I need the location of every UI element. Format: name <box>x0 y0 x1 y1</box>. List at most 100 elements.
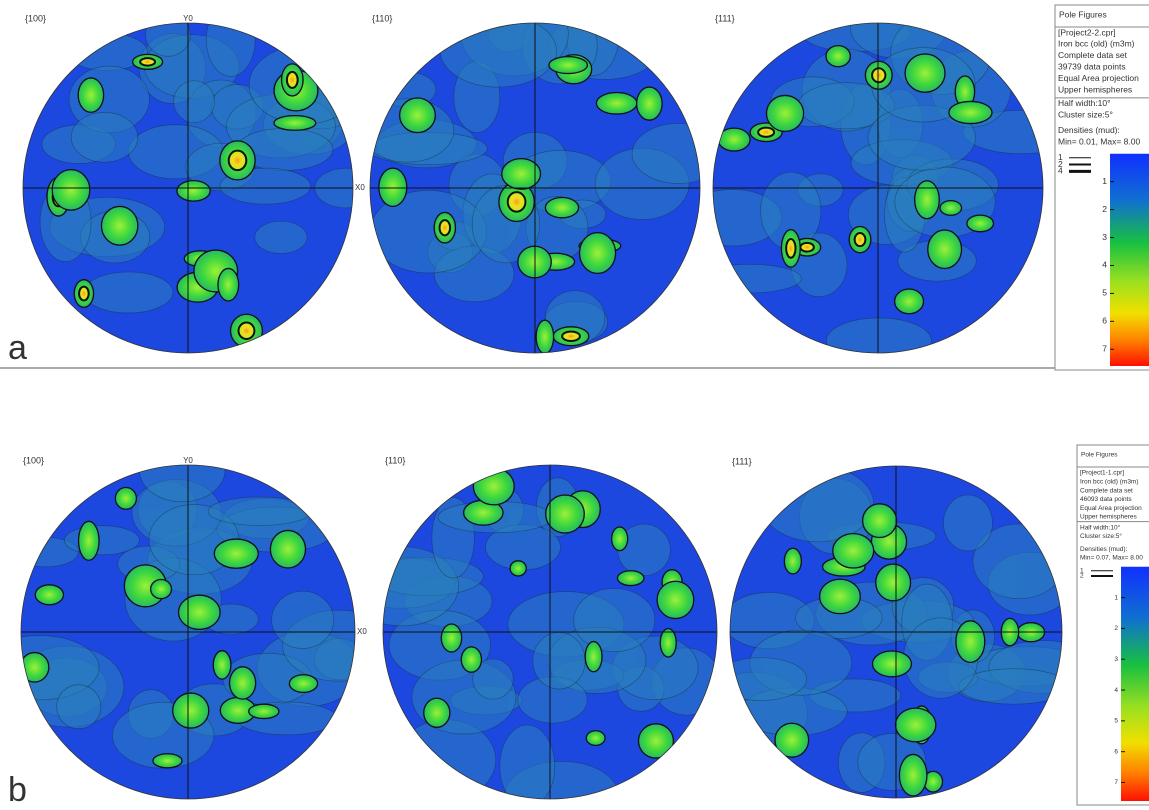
pole-figure-rim <box>729 465 1063 799</box>
peak-zone <box>785 237 797 259</box>
peak-zone <box>237 321 256 341</box>
high-density-zone <box>544 196 580 219</box>
colorbar-tick-label: 5 <box>1114 718 1118 725</box>
high-density-zone <box>100 205 139 246</box>
background-zone <box>532 632 586 690</box>
legend-info: [Project1-1.cpr] <box>1080 470 1124 477</box>
colorbar <box>1121 566 1149 801</box>
high-density-zone <box>783 547 802 575</box>
high-density-zone <box>51 168 91 211</box>
peak-zone <box>139 57 157 67</box>
high-density-zone <box>578 231 617 275</box>
background-zone <box>825 317 932 353</box>
high-density-zone <box>548 55 589 75</box>
axis-label: Y0 <box>183 14 193 23</box>
high-density-zone <box>378 167 408 208</box>
high-density-zone <box>948 100 993 125</box>
background-zone <box>271 590 335 649</box>
high-density-zone <box>228 666 257 700</box>
background-zone <box>958 668 1062 705</box>
colorbar-tick-label: 4 <box>1114 687 1118 694</box>
pole-figure-rim <box>382 464 718 800</box>
high-density-zone <box>34 584 65 606</box>
contour-level: 4 <box>1058 166 1063 176</box>
legend-info: 39739 data points <box>1058 62 1126 72</box>
background-zone <box>760 466 875 543</box>
high-density-zone <box>398 97 436 134</box>
high-density-zone <box>77 520 100 561</box>
high-density-zone <box>637 723 675 759</box>
pole-figure-density <box>39 23 353 348</box>
high-density-zone <box>21 651 50 683</box>
legend-info: Equal Area projection <box>1080 505 1142 512</box>
high-density-zone <box>472 467 515 506</box>
contour-level: 2 <box>1080 573 1084 580</box>
figure-title: {111} <box>715 13 735 23</box>
high-density-zone <box>871 650 913 678</box>
axis-label: X0 <box>355 183 365 192</box>
colorbar-tick-label: 6 <box>1114 748 1118 755</box>
colorbar-tick-label: 2 <box>1114 625 1118 632</box>
colorbar-tick-label: 3 <box>1102 232 1107 242</box>
high-density-zone <box>423 697 451 728</box>
high-density-zone <box>269 529 307 569</box>
figure-title: {111} <box>732 456 752 466</box>
legend-info: Equal Area projection <box>1058 73 1139 83</box>
high-density-zone <box>825 44 851 68</box>
high-density-zone <box>610 526 629 552</box>
legend-setting: Densities (mud): <box>1058 125 1120 135</box>
legend-setting: Cluster size:5° <box>1058 110 1113 120</box>
peak-zone <box>871 67 887 84</box>
contour-level: 1 <box>1080 567 1084 574</box>
high-density-zone <box>765 94 805 133</box>
high-density-zone <box>172 692 210 729</box>
colorbar-tick-label: 7 <box>1102 343 1107 353</box>
legend-setting: Min= 0.01, Max= 8.00 <box>1058 137 1140 147</box>
high-density-zone <box>904 53 946 93</box>
high-density-zone <box>875 563 912 602</box>
pole-figure-density <box>370 23 700 353</box>
peak-zone <box>78 285 90 302</box>
legend-info: Complete data set <box>1058 50 1128 60</box>
colorbar-tick-label: 7 <box>1114 779 1118 786</box>
high-density-zone <box>509 560 527 577</box>
panel-label: a <box>8 329 27 367</box>
background-zone <box>472 658 514 700</box>
peak-zone <box>506 191 527 213</box>
high-density-zone <box>966 214 995 233</box>
pole-figure-rim <box>22 22 354 354</box>
pole-figure-rim <box>712 22 1044 354</box>
high-density-zone <box>616 570 645 587</box>
legend-setting: Half width:10° <box>1058 98 1111 108</box>
colorbar-tick-label: 5 <box>1102 288 1107 298</box>
legend-setting: Densities (mud): <box>1080 546 1128 553</box>
background-zone <box>139 465 226 503</box>
colorbar-tick-label: 4 <box>1102 260 1107 270</box>
high-density-zone <box>273 115 317 131</box>
high-density-zone <box>894 707 937 743</box>
high-density-zone <box>213 538 259 569</box>
peak-zone <box>853 232 867 248</box>
colorbar-tick-label: 2 <box>1102 204 1107 214</box>
legend-title: Pole Figures <box>1059 9 1107 19</box>
high-density-zone <box>659 627 677 658</box>
background-zone <box>254 220 308 254</box>
legend-info: Upper hemispheres <box>1058 85 1132 95</box>
background-zone <box>713 263 802 294</box>
high-density-zone <box>177 594 221 631</box>
legend-setting: Cluster size:5° <box>1080 532 1122 540</box>
high-density-zone <box>914 180 940 220</box>
high-density-zone <box>595 91 638 115</box>
background-zone <box>83 271 174 314</box>
high-density-zone <box>774 722 810 758</box>
legend-info: Iron bcc (old) (m3m) <box>1058 39 1135 49</box>
panel-label: b <box>8 771 27 809</box>
high-density-zone <box>832 532 875 569</box>
pole-figure-rim <box>20 464 356 800</box>
background-zone <box>499 724 556 799</box>
legend-info: Upper hemispheres <box>1080 514 1137 521</box>
background-zone <box>573 588 656 653</box>
peak-zone <box>757 126 776 138</box>
high-density-zone <box>212 650 232 680</box>
